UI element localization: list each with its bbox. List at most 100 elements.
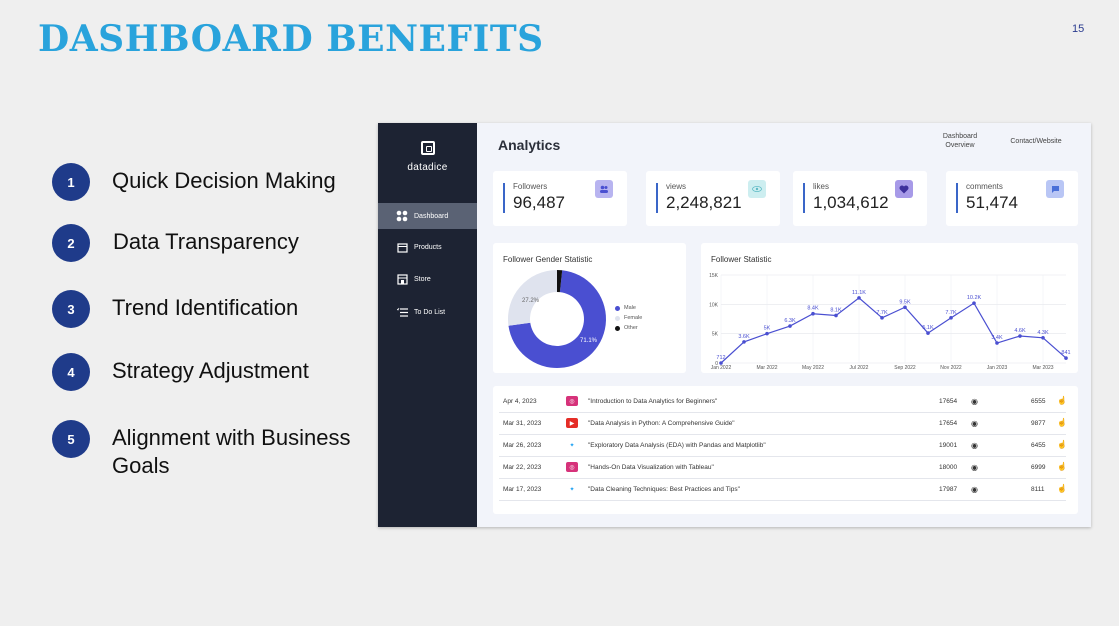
table-row[interactable]: Mar 31, 2023 ▶ "Data Analysis in Python: A… — [499, 412, 1067, 435]
post-likes: 8111 — [1031, 486, 1045, 493]
thumbs-up-icon: ☝ — [1057, 396, 1067, 405]
data-label: 8.1K — [830, 307, 842, 313]
data-label: 841 — [1061, 350, 1070, 356]
post-date: Mar 22, 2023 — [503, 464, 542, 471]
benefit-number: 3 — [52, 290, 90, 328]
gender-chart-panel: Follower Gender Statistic 71.1% 27.2% Mal… — [493, 243, 686, 373]
twitter-icon: ✦ — [569, 442, 575, 449]
chart-title: Follower Gender Statistic — [503, 255, 593, 264]
y-tick-label: 0 — [715, 361, 718, 367]
accent-bar — [503, 183, 505, 213]
kpi-label: Followers — [513, 182, 548, 191]
dashboard-screenshot: datadice Dashboard Products Store To Do … — [378, 123, 1091, 527]
kpi-label: views — [666, 182, 687, 191]
benefit-item: 5 Alignment with Business Goals — [52, 420, 372, 480]
data-label: 11.1K — [852, 290, 866, 296]
legend-item-other: Other — [615, 325, 638, 331]
instagram-icon: ◎ — [566, 462, 578, 472]
table-row[interactable]: Mar 22, 2023 ◎ "Hands-On Data Visualizatio… — [499, 456, 1067, 479]
data-label: 6.3K — [784, 318, 796, 324]
chart-title: Follower Statistic — [711, 255, 772, 264]
benefit-item: 4 Strategy Adjustment — [52, 353, 382, 391]
kpi-card-followers: Followers 96,487 — [493, 171, 627, 226]
data-point — [949, 316, 953, 320]
benefit-number: 4 — [52, 353, 90, 391]
data-label: 27.2% — [522, 298, 540, 304]
legend-label: Other — [624, 325, 638, 331]
heart-icon — [895, 180, 913, 198]
data-point — [972, 301, 976, 305]
post-likes: 6455 — [1031, 442, 1046, 449]
post-title: "Introduction to Data Analytics for Begi… — [588, 398, 718, 405]
eye-icon: ◉ — [971, 463, 978, 472]
sidebar-item-products[interactable]: Products — [378, 234, 477, 260]
data-point — [742, 340, 746, 344]
post-date: Mar 31, 2023 — [503, 420, 542, 427]
accent-bar — [656, 183, 658, 213]
x-tick-label: Mar 2022 — [756, 365, 777, 371]
x-tick-label: Jan 2022 — [711, 365, 732, 371]
benefit-label: Trend Identification — [112, 295, 299, 320]
legend-item-female: Female — [615, 315, 642, 321]
donut-slice-female — [508, 270, 557, 326]
legend-swatch — [615, 325, 620, 331]
kpi-label: likes — [813, 182, 830, 191]
data-point — [926, 331, 930, 335]
post-likes: 9877 — [1031, 420, 1046, 427]
eye-icon: ◉ — [971, 419, 978, 428]
post-date: Mar 17, 2023 — [503, 486, 542, 493]
posts-table: Apr 4, 2023 ◎ "Introduction to Data Analyt… — [493, 386, 1078, 514]
data-point — [857, 296, 861, 300]
post-views: 17654 — [939, 398, 958, 405]
dashboard-overview-link[interactable]: Dashboard Overview — [942, 133, 978, 149]
data-point — [903, 305, 907, 310]
x-tick-label: Jul 2022 — [850, 365, 869, 371]
sidebar-item-label: Store — [414, 275, 431, 283]
data-label: 5.1K — [922, 325, 934, 331]
sidebar-item-store[interactable]: Store — [378, 266, 477, 292]
benefit-item: 1 Quick Decision Making — [52, 163, 382, 201]
eye-icon: ◉ — [971, 441, 978, 450]
post-title: "Exploratory Data Analysis (EDA) with Pa… — [588, 442, 766, 449]
table-row[interactable]: Apr 4, 2023 ◎ "Introduction to Data Analyt… — [499, 390, 1067, 413]
y-tick-label: 15K — [709, 273, 719, 279]
accent-bar — [956, 183, 958, 213]
benefit-number: 1 — [52, 163, 90, 201]
post-views: 17654 — [939, 420, 958, 427]
data-point — [811, 311, 815, 316]
data-label: 7.7K — [876, 310, 888, 316]
post-date: Mar 26, 2023 — [503, 442, 542, 449]
data-label: 7.7K — [945, 310, 957, 316]
benefit-number: 5 — [52, 420, 90, 458]
sidebar-item-label: Products — [414, 243, 442, 251]
x-tick-label: Jan 2023 — [987, 365, 1008, 371]
eye-icon: ◉ — [971, 397, 978, 406]
table-row[interactable]: Mar 26, 2023 ✦ "Exploratory Data Analysis … — [499, 434, 1067, 457]
sidebar-item-todo[interactable]: To Do List — [378, 299, 477, 325]
x-tick-label: May 2022 — [802, 365, 824, 371]
data-point — [880, 316, 884, 320]
grid-icon — [396, 210, 408, 222]
legend-label: Female — [624, 315, 643, 321]
instagram-icon: ◎ — [566, 396, 578, 406]
table-row[interactable]: Mar 17, 2023 ✦ "Data Cleaning Techniques: … — [499, 478, 1067, 501]
datadice-logo-icon — [420, 141, 435, 155]
follower-chart-panel: Follower Statistic 0 5K 10K 15K Jan 2022 Mar … — [701, 243, 1078, 373]
benefit-item: 3 Trend Identification — [52, 290, 382, 328]
data-point — [834, 313, 838, 318]
thumbs-up-icon: ☝ — [1057, 418, 1067, 427]
data-label: 10.2K — [967, 295, 982, 301]
post-views: 17987 — [939, 486, 958, 493]
data-point — [719, 361, 723, 365]
sidebar-item-dashboard[interactable]: Dashboard — [378, 203, 477, 229]
y-tick-label: 10K — [709, 302, 719, 308]
benefit-number: 2 — [52, 224, 90, 262]
thumbs-up-icon: ☝ — [1057, 484, 1067, 493]
chat-icon — [1046, 180, 1064, 198]
post-likes: 6999 — [1031, 464, 1046, 471]
sidebar: datadice Dashboard Products Store To Do … — [378, 123, 477, 527]
brand-logo: datadice — [378, 141, 477, 175]
y-tick-label: 5K — [712, 332, 719, 338]
contact-website-link[interactable]: Contact/Website — [1010, 138, 1062, 145]
benefit-label: Alignment with Business Goals — [112, 425, 351, 478]
